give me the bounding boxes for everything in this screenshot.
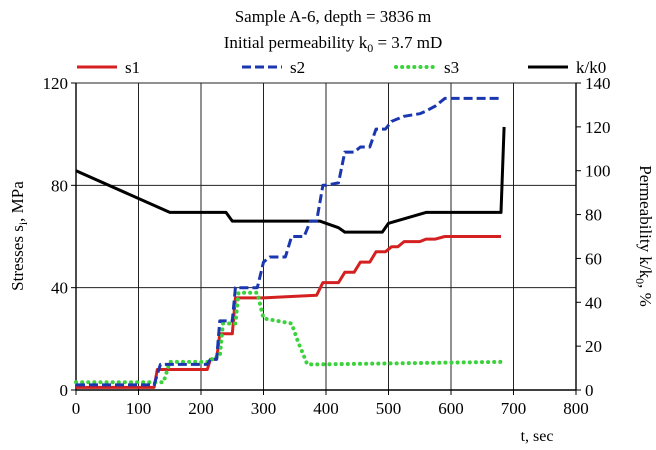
x-tick-label-600: 600 [438,399,464,418]
x-axis-label: t, sec [521,428,554,445]
chart-subtitle: Initial permeability k0 = 3.7 mD [224,33,443,55]
x-tick-label-500: 500 [376,399,402,418]
chart-subtitle-sub: 0 [367,41,373,55]
x-tick-labels: 0 100 200 300 400 500 600 700 800 [72,390,589,418]
y-left-label-post: , MPa [8,181,27,222]
chart-title: Sample A-6, depth = 3836 m [235,7,432,26]
y-right-label-main: Permeability k/k [636,165,655,278]
y-left-tick-label-0: 0 [60,381,69,400]
y-left-label-main: Stresses s [8,225,27,291]
y-right-tick-label-20: 20 [585,337,602,356]
y-axis-left-label: Stresses si, MPa [8,181,30,291]
series-layer [74,96,506,389]
x-tick-label-100: 100 [126,399,152,418]
series-line-k-k0 [75,126,506,234]
x-tick-label-300: 300 [251,399,277,418]
y-right-tick-label-100: 100 [585,162,611,181]
y-axis-right-label: Permeability k/k0, % [633,165,655,307]
y-right-tick-label-140: 140 [585,74,611,93]
x-tick-label-700: 700 [501,399,527,418]
y-left-tick-label-80: 80 [51,176,68,195]
legend-label-s1: s1 [125,58,140,77]
x-tick-label-800: 800 [563,399,589,418]
y-right-tick-label-40: 40 [585,293,602,312]
y-left-tick-label-120: 120 [43,74,69,93]
y-left-tick-label-40: 40 [51,279,68,298]
legend-label-s3: s3 [444,58,459,77]
x-tick-label-0: 0 [72,399,81,418]
y-right-label-post: , % [636,284,655,307]
series-line-s2 [76,96,501,387]
x-tick-label-400: 400 [313,399,339,418]
y-right-tick-label-0: 0 [585,381,594,400]
x-tick-label-200: 200 [188,399,214,418]
legend-label-k-k0: k/k0 [576,58,606,77]
y-left-label-sub: i [16,221,30,225]
y-right-tick-label-80: 80 [585,206,602,225]
legend-label-s2: s2 [290,58,305,77]
y-right-label-sub: 0 [633,278,647,284]
y-right-tick-labels: 0 20 40 60 80 100 120 140 [576,74,611,400]
series-line-s3 [74,290,503,385]
y-right-tick-label-60: 60 [585,249,602,268]
y-right-tick-label-120: 120 [585,118,611,137]
y-left-tick-labels: 0 40 80 120 [43,74,76,400]
chart-subtitle-main: Initial permeability k [224,33,368,52]
chart-subtitle-rest: = 3.7 mD [373,33,442,52]
legend: s1 s2 s3 k/k0 [77,58,606,77]
